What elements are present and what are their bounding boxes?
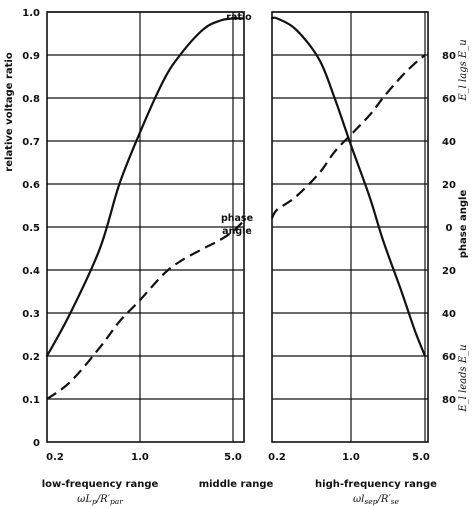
- right-y-tick-label: 20: [442, 180, 456, 191]
- left-ratio-line: [45, 17, 244, 358]
- x-low-math-sub: p: [92, 497, 97, 506]
- left-y-tick-label: 0.5: [22, 223, 40, 234]
- ratio-annotation: ratio: [226, 12, 252, 23]
- left-y-tick-label: 0.1: [22, 395, 40, 406]
- x-high-math-div: /R′: [376, 494, 391, 505]
- right-panel: 80 60 40 20 0 20 40 60 80 0.2 1.0 5.0: [268, 11, 456, 463]
- x-high-math-sub: sep: [364, 497, 377, 506]
- x-low-math-div: /R′: [96, 494, 111, 505]
- left-y-tick-label: 0.4: [22, 266, 40, 277]
- left-y-tick-label: 0.8: [22, 94, 40, 105]
- left-x-tick-label: 5.0: [224, 452, 242, 463]
- phase-angle-annotation-line2: angle: [222, 226, 252, 237]
- right-y-axis-title-top: E_l lags E_u: [458, 39, 469, 101]
- left-y-tick-label: 0: [33, 438, 40, 449]
- x-low-math-main: ωL: [77, 494, 92, 505]
- right-y-axis-title: phase angle: [458, 190, 469, 259]
- left-y-tick-label: 0.3: [22, 309, 40, 320]
- left-y-tick-label: 0.6: [22, 180, 40, 191]
- x-middle-range-title: middle range: [199, 479, 274, 490]
- right-x-tick-label: 1.0: [342, 452, 360, 463]
- x-low-axis-math-label: ωLp/R′par: [77, 494, 123, 506]
- right-y-axis-title-bottom: E_l leads E_u: [458, 344, 469, 412]
- right-y-tick-label: 0: [446, 223, 453, 234]
- left-x-tick-label: 1.0: [131, 452, 149, 463]
- right-y-tick-label: 40: [442, 137, 456, 148]
- right-x-tick-label: 0.2: [268, 452, 286, 463]
- x-high-math-sub2: se: [391, 497, 400, 506]
- right-y-tick-label: 60: [442, 352, 456, 363]
- left-y-tick-label: 1.0: [22, 8, 40, 19]
- left-y-tick-label: 0.9: [22, 51, 40, 62]
- right-y-tick-label: 80: [442, 51, 456, 62]
- left-y-axis-title: relative voltage ratio: [4, 52, 15, 172]
- x-low-range-title: low-frequency range: [42, 479, 159, 490]
- left-x-tick-label: 0.2: [46, 452, 64, 463]
- phase-angle-annotation-line1: phase: [221, 213, 253, 224]
- right-y-tick-label: 60: [442, 94, 456, 105]
- x-high-math-main: ωl: [353, 494, 364, 505]
- x-high-axis-math-label: ωlsep/R′se: [353, 494, 399, 506]
- x-high-range-title: high-frequency range: [315, 479, 437, 490]
- x-low-math-sub2: par: [110, 497, 123, 506]
- left-phase-angle-line: [46, 221, 243, 400]
- right-phase-angle-line: [271, 54, 426, 219]
- right-y-tick-label: 20: [442, 266, 456, 277]
- left-panel: 0 0.1 0.2 0.3 0.4 0.5 0.6 0.7 0.8 0.9 1.0 0.2 1.0 5.0: [22, 8, 245, 463]
- right-ratio-line: [270, 16, 427, 358]
- right-x-tick-label: 5.0: [412, 452, 430, 463]
- left-y-tick-label: 0.2: [22, 352, 40, 363]
- left-y-tick-label: 0.7: [22, 137, 40, 148]
- right-y-tick-label: 80: [442, 395, 456, 406]
- right-y-tick-label: 40: [442, 309, 456, 320]
